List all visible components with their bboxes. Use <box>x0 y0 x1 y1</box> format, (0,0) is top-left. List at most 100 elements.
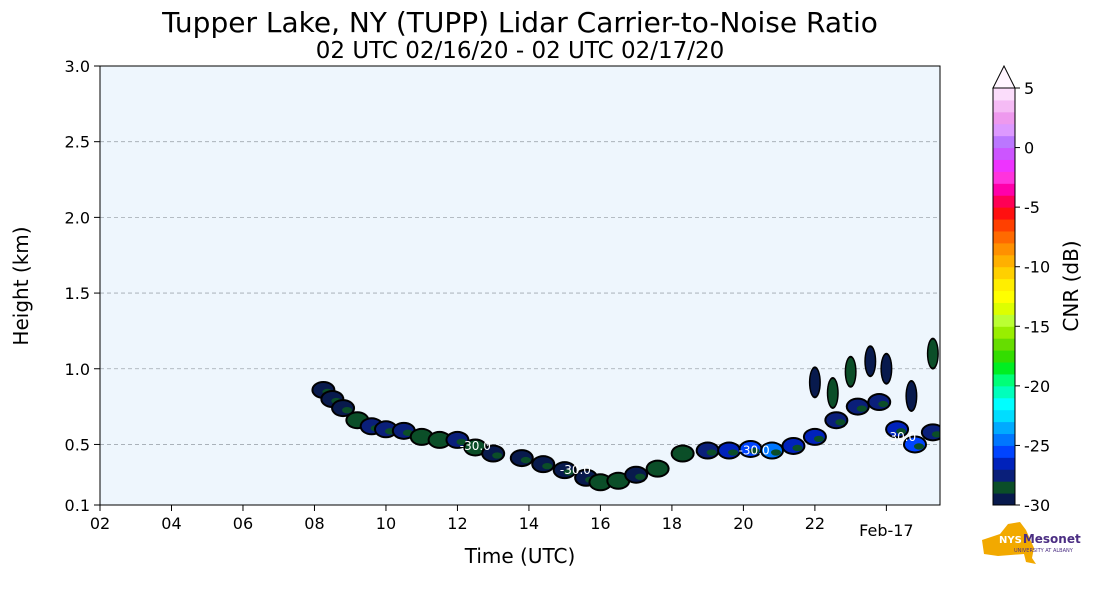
colorbar-segment-24 <box>993 207 1015 220</box>
y-tick-label-4: 2.0 <box>65 208 90 227</box>
x-tick-label-5: 12 <box>447 514 467 533</box>
blob-cell-4 <box>881 354 891 383</box>
plot-area <box>100 66 940 505</box>
cloud-core-13 <box>542 462 553 470</box>
cloud-core-31 <box>913 443 924 450</box>
x-tick-label-2: 06 <box>233 514 253 533</box>
plot-frame <box>99 65 941 506</box>
cloud-core-19 <box>656 467 667 474</box>
x-tick-label-0: 02 <box>90 514 110 533</box>
colorbar-label: CNR (dB) <box>1059 240 1083 331</box>
cloud-core-27 <box>835 419 846 426</box>
cb-tick-label-5: -20 <box>1024 377 1050 396</box>
logo-nys: NYS <box>998 535 1023 546</box>
colorbar-segment-21 <box>993 242 1015 256</box>
colorbar-segment-30 <box>993 135 1015 149</box>
colorbar-segment-3 <box>993 457 1015 470</box>
colorbar-segment-12 <box>993 350 1015 363</box>
colorbar: 5 0 -5 -10 -15 -20 -25 -30 <box>992 64 1050 515</box>
colorbar-segment-6 <box>993 421 1015 435</box>
blob-cell-3 <box>865 347 875 376</box>
cloud-core-30 <box>896 428 907 435</box>
cloud-core-22 <box>728 449 739 456</box>
colorbar-segment-17 <box>993 290 1015 303</box>
colorbar-segment-28 <box>993 159 1015 172</box>
x-tick-label-3: 08 <box>304 514 324 533</box>
colorbar-segment-33 <box>993 99 1015 113</box>
chart-subtitle: 02 UTC 02/16/20 - 02 UTC 02/17/20 <box>316 38 725 64</box>
cb-tick-label-6: -25 <box>1024 436 1050 455</box>
nys-mesonet-logo: NYSMesonet UNIVERSITY AT ALBANY <box>978 518 1081 566</box>
colorbar-segment-1 <box>993 481 1015 494</box>
colorbar-segment-20 <box>993 254 1015 268</box>
colorbar-segment-5 <box>993 433 1015 446</box>
logo-wordmark: NYSMesonet <box>998 532 1081 546</box>
cloud-core-21 <box>706 449 717 456</box>
colorbar-segment-19 <box>993 266 1015 280</box>
cloud-core-14 <box>563 469 574 476</box>
x-tick-label-4: 10 <box>376 514 396 533</box>
x-axis-label: Time (UTC) <box>464 544 576 568</box>
colorbar-segment-15 <box>993 314 1015 327</box>
y-tick-label-6: 3.0 <box>65 57 90 76</box>
colorbar-segment-2 <box>993 469 1015 482</box>
y-tick-label-5: 2.5 <box>65 133 90 152</box>
contour-label-1: -30.0 <box>560 463 591 477</box>
x-tick-label-date: Feb-17 <box>859 521 913 540</box>
contour-label-0: -30.0 <box>460 439 491 453</box>
blob-cell-6 <box>906 382 916 411</box>
cb-tick-label-0: 5 <box>1024 79 1034 98</box>
x-tick-label-1: 04 <box>161 514 181 533</box>
y-tick-label-3: 1.5 <box>65 284 90 303</box>
colorbar-segment-9 <box>993 385 1015 399</box>
colorbar-segment-7 <box>993 409 1015 423</box>
colorbar-segment-13 <box>993 338 1015 351</box>
cloud-core-24 <box>771 449 781 456</box>
cb-tick-label-4: -15 <box>1024 317 1050 336</box>
y-axis-ticks: 0.1 0.5 1.0 1.5 2.0 2.5 3.0 <box>65 57 100 515</box>
cloud-group <box>311 337 940 492</box>
colorbar-segment-8 <box>993 397 1015 411</box>
colorbar-segment-34 <box>993 88 1015 101</box>
x-tick-label-6: 14 <box>519 514 539 533</box>
contour-label-2: -30.0 <box>739 444 770 458</box>
cloud-core-17 <box>617 479 628 486</box>
colorbar-segment-25 <box>993 195 1015 208</box>
cloud-core-2 <box>342 406 353 414</box>
contour-labels: -30.0 -30.0 -30.0 -30.0 <box>460 430 916 477</box>
blob-cell-0 <box>810 368 820 397</box>
x-tick-label-10: 22 <box>805 514 825 533</box>
logo-subtitle: UNIVERSITY AT ALBANY <box>1014 548 1073 554</box>
cloud-core-9 <box>456 438 467 446</box>
contour-label-3: -30.0 <box>885 430 916 444</box>
cloud-core-11 <box>492 452 503 459</box>
colorbar-extend-arrow <box>992 64 1016 89</box>
colorbar-segment-10 <box>993 373 1015 387</box>
x-tick-label-7: 16 <box>590 514 610 533</box>
cloud-core-18 <box>635 473 646 480</box>
cb-tick-label-3: -10 <box>1024 258 1050 277</box>
colorbar-segment-27 <box>993 171 1015 184</box>
cloud-core-26 <box>813 435 824 443</box>
y-tick-label-0: 0.1 <box>65 496 90 515</box>
x-axis-ticks: 02 04 06 08 10 12 14 16 18 20 22 Feb-17 <box>90 505 914 540</box>
colorbar-frame <box>992 87 1016 506</box>
colorbar-segment-23 <box>993 219 1015 232</box>
cloud-core-20 <box>681 452 692 459</box>
blob-cell-5 <box>928 339 938 368</box>
blob-cell-2 <box>846 357 856 386</box>
blob-cell-1 <box>828 378 838 407</box>
colorbar-segment-0 <box>993 493 1015 506</box>
colorbar-segment-18 <box>993 278 1015 292</box>
colorbar-segment-32 <box>993 111 1015 125</box>
cloud-core-29 <box>878 400 889 408</box>
logo-name: Mesonet <box>1022 532 1081 546</box>
colorbar-segment-22 <box>993 230 1015 244</box>
y-tick-label-2: 1.0 <box>65 360 90 379</box>
colorbar-segment-14 <box>993 326 1015 339</box>
colorbar-segment-11 <box>993 362 1015 375</box>
colorbar-segment-4 <box>993 445 1015 458</box>
cb-tick-label-7: -30 <box>1024 496 1050 515</box>
y-axis-label: Height (km) <box>9 226 33 345</box>
